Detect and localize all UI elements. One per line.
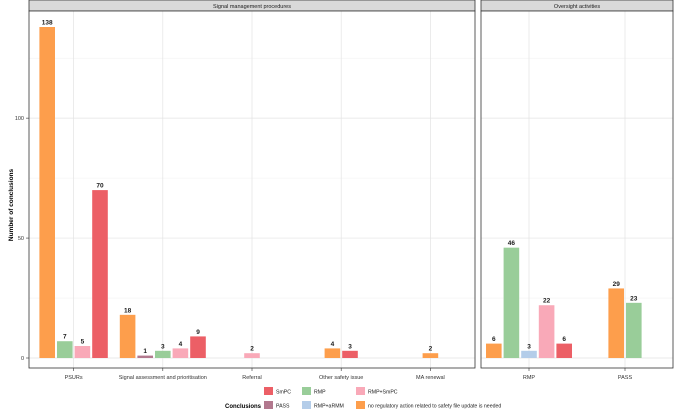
legend: Conclusions SmPC PASS RMP RMP+aRMM RMP+SmPC n… (225, 387, 501, 410)
legend-item-rmp: RMP (302, 387, 326, 396)
legend-label: no regulatory action related to safety f… (368, 404, 501, 410)
category-ma-renewal: 2 (422, 346, 439, 358)
bar-psurs-no-regulatory-action-related-to-safety-file-update-is-needed (39, 27, 55, 358)
legend-label: SmPC (276, 390, 291, 396)
bar-rmp-rmp-smpc (538, 305, 555, 358)
legend-item-rmp-armm: RMP+aRMM (302, 401, 344, 410)
panel-signal-management-procedures: Signal management procedures 138 7 5 70 PSURs… (28, 0, 476, 381)
data-label: 46 (508, 240, 516, 247)
legend-swatch (302, 401, 311, 409)
bar-signal-assessment-and-prioritisation-smpc (190, 336, 206, 358)
legend-swatch (264, 401, 273, 409)
bar-rmp-smpc (556, 343, 572, 358)
x-tick-label: PSURs (65, 375, 83, 381)
data-label: 70 (96, 183, 104, 190)
data-label: 7 (63, 334, 67, 341)
bar-psurs-smpc (92, 190, 108, 358)
data-label: 22 (543, 298, 551, 305)
y-axis-label: Number of conclusions (8, 169, 15, 242)
data-label: 2 (250, 346, 254, 353)
data-label: 138 (42, 20, 53, 27)
category-referral: 2 (244, 346, 260, 358)
bar-rmp-no-regulatory-action-related-to-safety-file-update-is-needed (486, 343, 502, 358)
data-label: 4 (331, 341, 335, 348)
y-tick-label: 50 (18, 236, 24, 242)
category-rmp: 6 46 3 22 6 (486, 240, 572, 358)
bar-referral-rmp-smpc (244, 353, 260, 358)
bar-rmp-rmp-armm (521, 350, 537, 358)
bar-signal-assessment-and-prioritisation-pass (137, 355, 153, 358)
y-tick-label: 100 (15, 116, 24, 122)
x-tick-label: PASS (618, 375, 633, 381)
legend-swatch (356, 401, 365, 409)
data-label: 6 (492, 336, 496, 343)
x-tick-label: RMP (523, 375, 536, 381)
x-tick-label: Signal assessment and prioritisation (119, 375, 207, 381)
data-label: 9 (196, 329, 200, 336)
bar-other-safety-issue-smpc (342, 350, 358, 358)
category-psurs: 138 7 5 70 (39, 20, 108, 358)
bar-rmp-rmp (503, 247, 520, 358)
data-label: 3 (348, 343, 352, 350)
legend-item-no-regulatory-action-related-to-safety-file-update-is-needed: no regulatory action related to safety f… (356, 401, 501, 410)
data-label: 5 (81, 339, 85, 346)
bar-pass-rmp (626, 302, 642, 358)
legend-item-smpc: SmPC (264, 387, 291, 396)
legend-swatch (264, 387, 273, 395)
data-label: 6 (562, 336, 566, 343)
y-tick-label: 0 (21, 356, 24, 362)
bar-ma-renewal-no-regulatory-action-related-to-safety-file-update-is-needed (422, 353, 439, 358)
legend-swatch (356, 387, 365, 395)
legend-label: PASS (276, 404, 290, 410)
bar-signal-assessment-and-prioritisation-rmp (155, 350, 171, 358)
data-label: 2 (429, 346, 433, 353)
panel-border (480, 10, 674, 369)
data-label: 18 (124, 307, 132, 314)
x-tick-label: MA renewal (416, 375, 445, 381)
bar-psurs-rmp (57, 341, 73, 358)
legend-title: Conclusions (225, 404, 262, 410)
legend-swatch (302, 387, 311, 395)
data-label: 3 (161, 343, 165, 350)
legend-item-pass: PASS (264, 401, 290, 410)
x-tick-label: Other safety issue (319, 375, 363, 381)
panel-title: Signal management procedures (213, 4, 291, 10)
x-tick-label: Referral (242, 375, 262, 381)
legend-item-rmp-smpc: RMP+SmPC (356, 387, 398, 396)
bar-signal-assessment-and-prioritisation-rmp-smpc (172, 348, 189, 358)
data-label: 1 (143, 348, 147, 355)
panel-border (28, 10, 476, 369)
data-label: 4 (179, 341, 183, 348)
data-label: 23 (630, 295, 638, 302)
category-pass: 29 23 (608, 281, 642, 358)
legend-label: RMP (314, 390, 326, 396)
panel-oversight-activities: Oversight activities 6 46 3 22 6 RMP 29 23 PASS (480, 0, 674, 381)
category-signal-assessment-and-prioritisation: 18 1 3 4 9 (119, 307, 206, 358)
panel-title: Oversight activities (554, 4, 600, 10)
data-label: 3 (527, 343, 531, 350)
y-axis: 0 50 100 (15, 116, 29, 362)
legend-label: RMP+aRMM (314, 404, 344, 410)
bar-psurs-rmp-smpc (74, 346, 91, 358)
bar-signal-assessment-and-prioritisation-no-regulatory-action-related-to-safety-file-update-is-needed (119, 314, 136, 358)
legend-label: RMP+SmPC (368, 390, 398, 396)
data-label: 29 (613, 281, 621, 288)
bar-other-safety-issue-no-regulatory-action-related-to-safety-file-update-is-needed (324, 348, 341, 358)
bar-pass-no-regulatory-action-related-to-safety-file-update-is-needed (608, 288, 624, 358)
